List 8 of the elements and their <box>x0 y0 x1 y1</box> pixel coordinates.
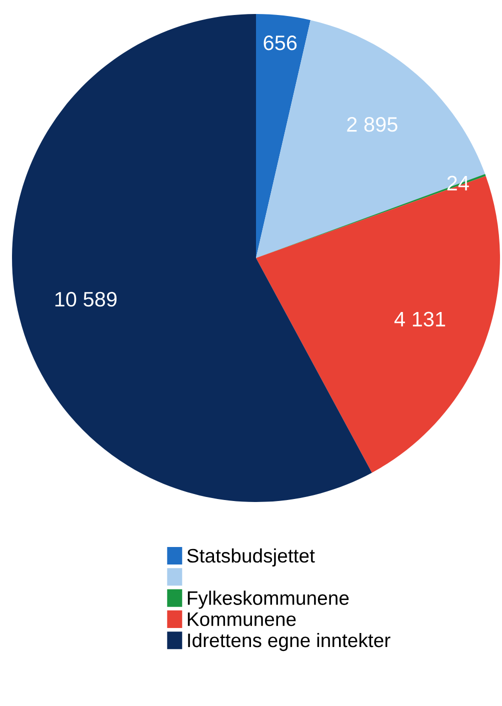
data-label: 10 589 <box>55 292 117 307</box>
legend-label: Statsbudsjettet <box>187 548 315 567</box>
legend-label: Fylkeskommunene <box>188 590 349 609</box>
data-label: 656 <box>264 35 297 50</box>
legend-label: Idrettens egne inntekter <box>188 632 390 652</box>
data-label: 2 895 <box>347 117 398 132</box>
data-label: 4 131 <box>394 312 446 327</box>
legend-label: Kommunene <box>188 612 296 626</box>
